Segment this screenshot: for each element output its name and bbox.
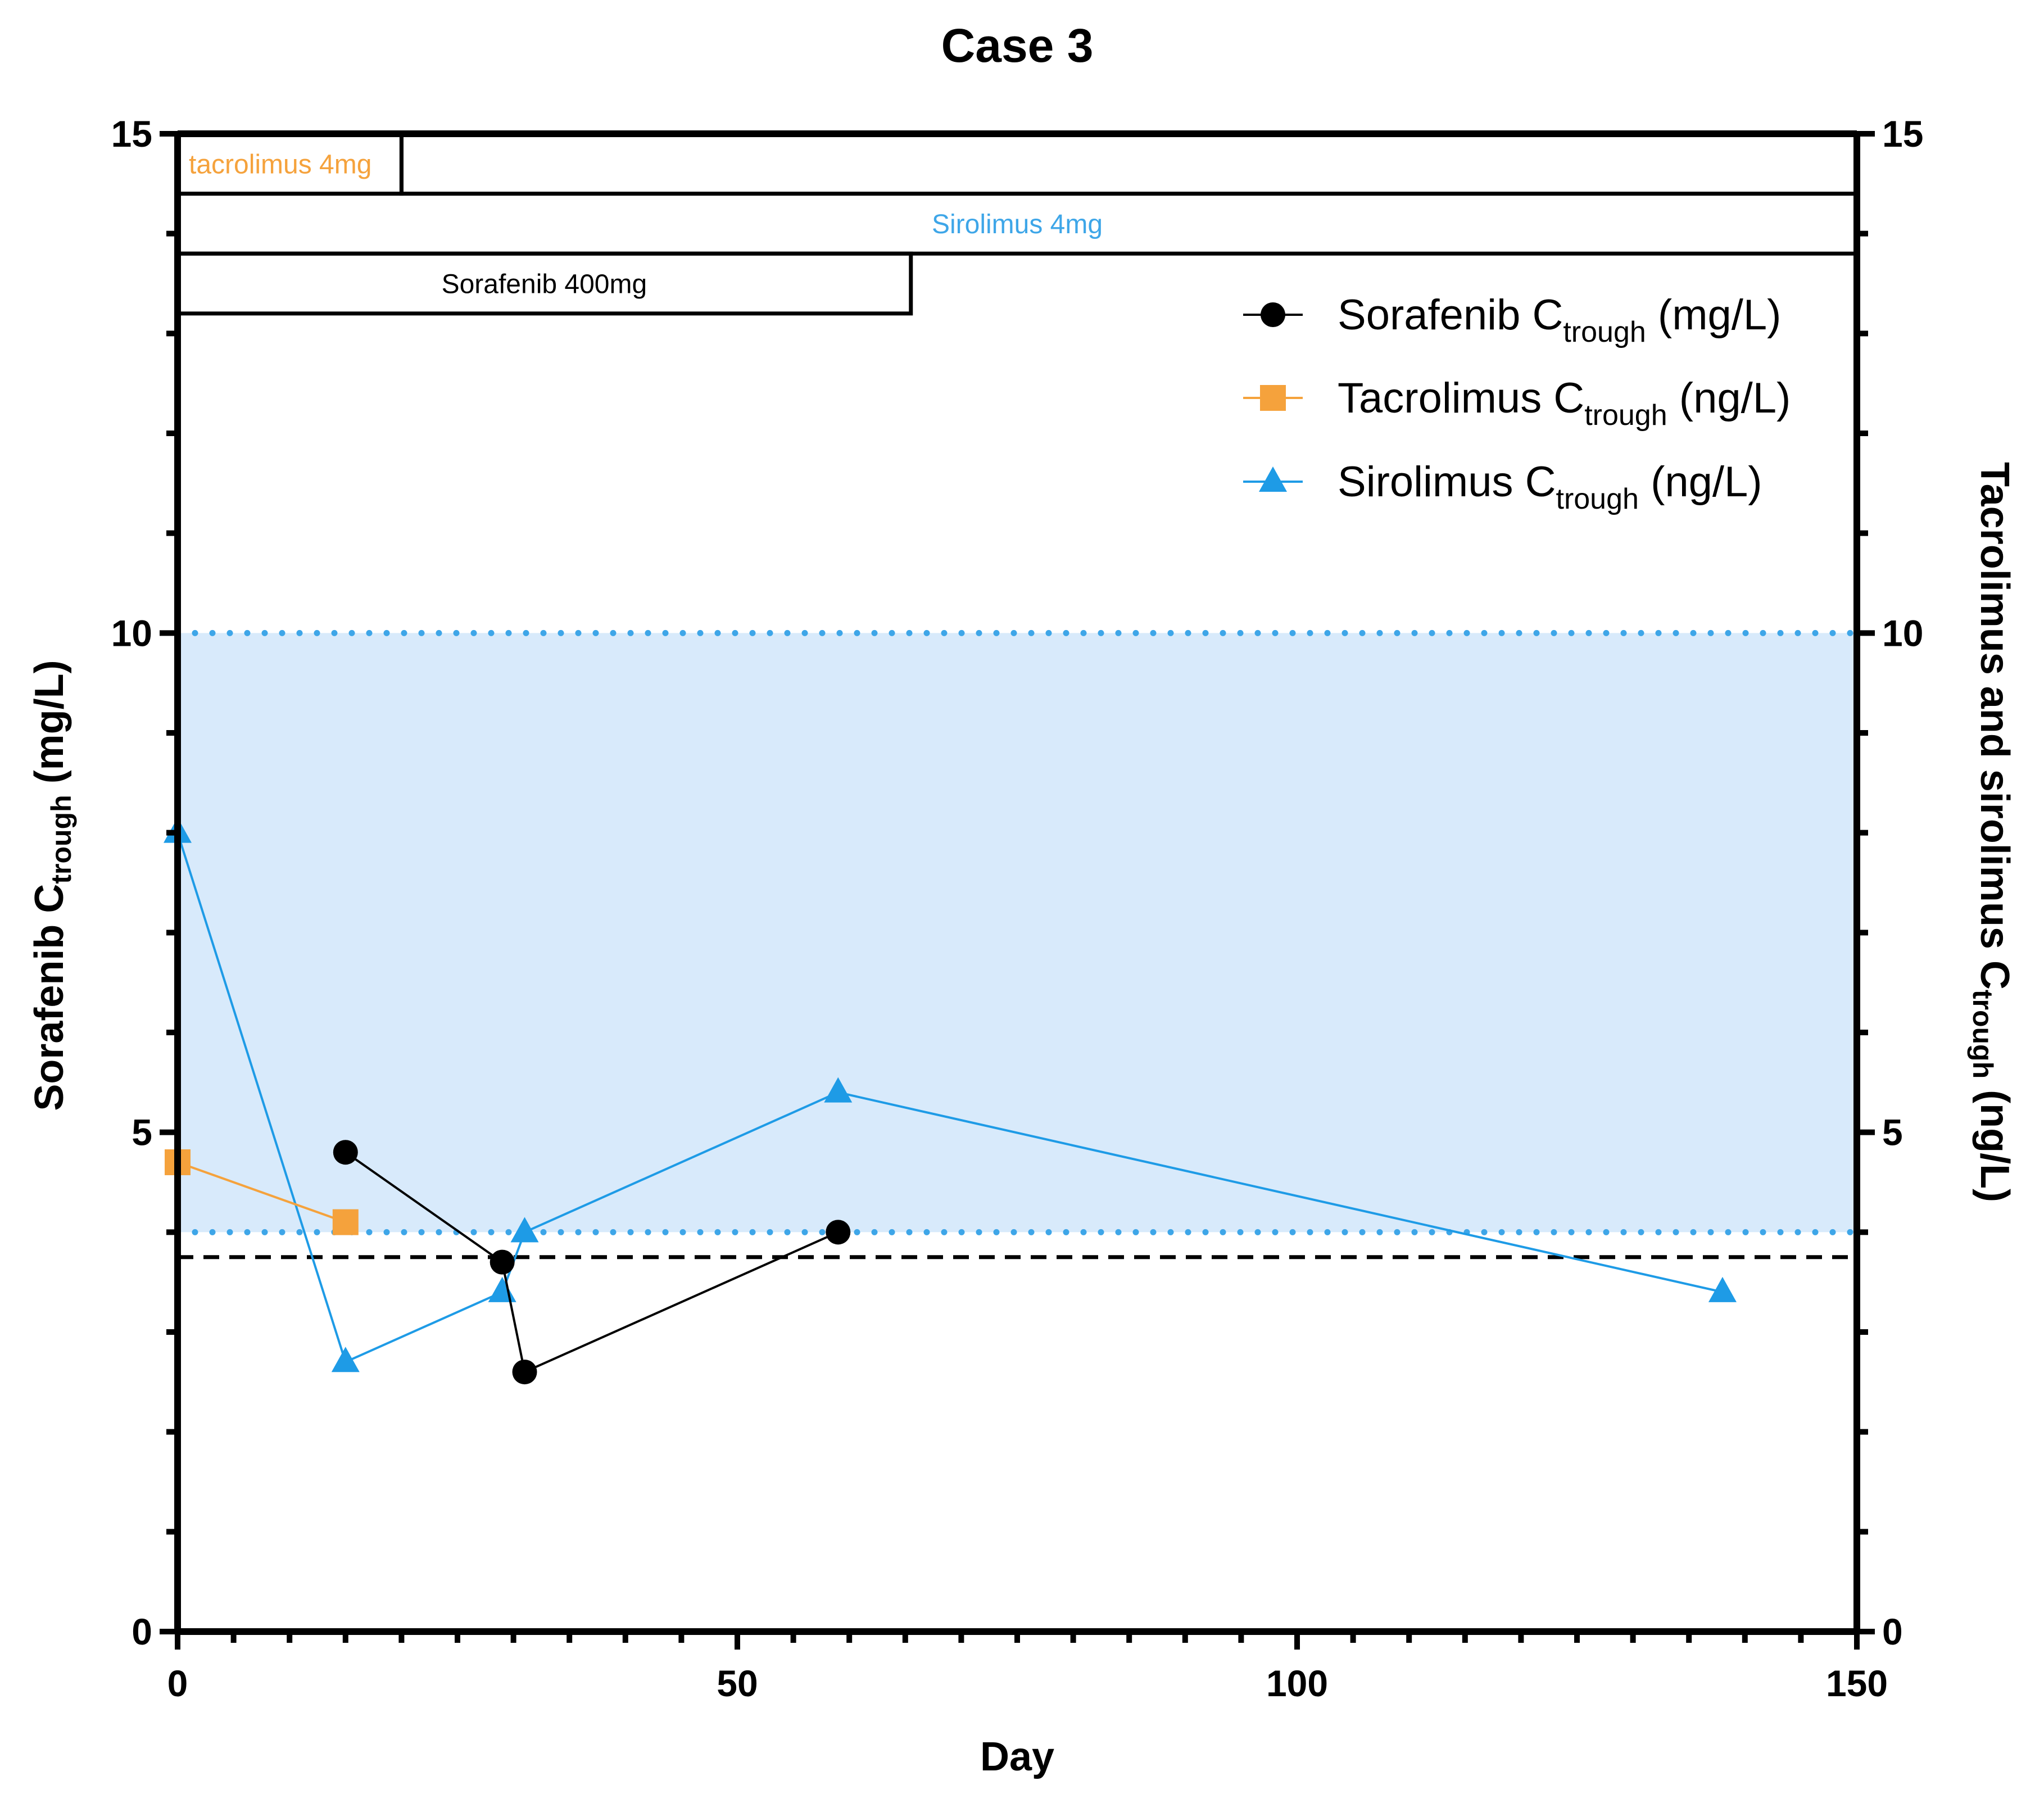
- y-tick-label-right: 10: [1882, 612, 1923, 654]
- data-point: [333, 1140, 358, 1165]
- reference-band-fill: [178, 633, 1857, 1233]
- reference-band: [174, 629, 1860, 1235]
- dose-bar-label: tacrolimus 4mg: [189, 150, 371, 179]
- legend-marker: [1259, 466, 1287, 492]
- dose-bars: tacrolimus 4mg Sirolimus 4mg Sorafenib 400…: [175, 132, 1859, 316]
- data-point: [512, 1360, 537, 1385]
- series-line: [345, 1151, 839, 1374]
- dose-bar-label: Sirolimus 4mg: [932, 210, 1103, 239]
- legend-label: Tacrolimus Ctrough (ng/L): [1338, 374, 1791, 432]
- data-point: [510, 1217, 539, 1243]
- data-point: [1708, 1276, 1737, 1302]
- x-axis-title: Day: [980, 1734, 1054, 1779]
- y-tick-label-right: 5: [1882, 1112, 1903, 1153]
- y-tick-label-left: 10: [111, 612, 152, 654]
- legend-marker: [1261, 302, 1285, 327]
- y-tick-label-right: 0: [1882, 1611, 1903, 1652]
- data-point: [490, 1249, 515, 1275]
- legend-item: Sorafenib Ctrough (mg/L): [1243, 291, 1782, 348]
- dose-bar-1: [399, 132, 1859, 196]
- dose-bar-label: Sorafenib 400mg: [442, 270, 647, 300]
- legend-label: Sirolimus Ctrough (ng/L): [1338, 458, 1762, 515]
- series-line: [177, 1161, 346, 1224]
- series-layer: [164, 817, 1737, 1385]
- y-tick-label-left: 0: [132, 1611, 152, 1652]
- legend: Sorafenib Ctrough (mg/L) Tacrolimus Ctrou…: [1243, 291, 1791, 515]
- data-point: [331, 1347, 360, 1372]
- y-axis-right-title: Tacrolimus and sirolimus Ctrough (ng/L): [1967, 462, 2017, 1202]
- chart-title: Case 3: [941, 19, 1094, 72]
- x-tick-label: 0: [167, 1662, 188, 1704]
- series-circle: [333, 1140, 851, 1385]
- legend-item: Sirolimus Ctrough (ng/L): [1243, 458, 1762, 515]
- x-tick-label: 150: [1826, 1662, 1888, 1704]
- data-point: [332, 1209, 359, 1235]
- legend-item: Tacrolimus Ctrough (ng/L): [1243, 374, 1791, 432]
- y-tick-label-right: 15: [1882, 113, 1923, 155]
- legend-label: Sorafenib Ctrough (mg/L): [1338, 291, 1782, 348]
- y-tick-label-left: 15: [111, 113, 152, 155]
- x-tick-label: 100: [1266, 1662, 1328, 1704]
- legend-marker: [1260, 385, 1286, 411]
- y-axis-left-title: Sorafenib Ctrough (mg/L): [27, 660, 77, 1111]
- data-point: [824, 1077, 853, 1103]
- data-point: [488, 1276, 516, 1302]
- data-point: [826, 1220, 851, 1245]
- x-tick-label: 50: [717, 1662, 758, 1704]
- y-tick-label-left: 5: [132, 1112, 152, 1153]
